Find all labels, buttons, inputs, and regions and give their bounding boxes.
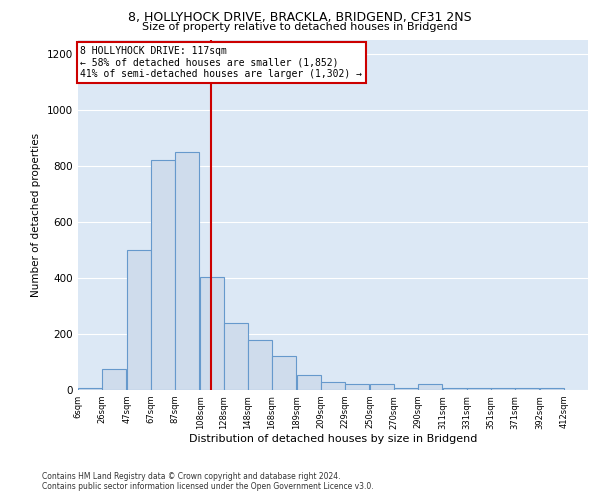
Text: 8 HOLLYHOCK DRIVE: 117sqm
← 58% of detached houses are smaller (1,852)
41% of se: 8 HOLLYHOCK DRIVE: 117sqm ← 58% of detac…: [80, 46, 362, 79]
Bar: [151, 160, 175, 390]
Bar: [297, 374, 321, 390]
X-axis label: Distribution of detached houses by size in Bridgend: Distribution of detached houses by size …: [189, 434, 477, 444]
Bar: [418, 384, 442, 390]
Bar: [467, 388, 491, 390]
Bar: [78, 388, 102, 390]
Y-axis label: Number of detached properties: Number of detached properties: [31, 133, 41, 297]
Bar: [272, 356, 296, 390]
Text: Size of property relative to detached houses in Bridgend: Size of property relative to detached ho…: [142, 22, 458, 32]
Bar: [345, 384, 369, 390]
Text: Contains HM Land Registry data © Crown copyright and database right 2024.
Contai: Contains HM Land Registry data © Crown c…: [42, 472, 374, 491]
Bar: [102, 369, 126, 390]
Bar: [127, 250, 151, 390]
Bar: [491, 388, 515, 390]
Bar: [200, 276, 224, 390]
Bar: [443, 388, 467, 390]
Text: 8, HOLLYHOCK DRIVE, BRACKLA, BRIDGEND, CF31 2NS: 8, HOLLYHOCK DRIVE, BRACKLA, BRIDGEND, C…: [128, 11, 472, 24]
Bar: [224, 323, 248, 390]
Bar: [515, 388, 539, 390]
Bar: [321, 382, 345, 390]
Bar: [248, 340, 272, 390]
Bar: [175, 152, 199, 390]
Bar: [370, 384, 394, 390]
Bar: [540, 388, 564, 390]
Bar: [394, 388, 418, 390]
